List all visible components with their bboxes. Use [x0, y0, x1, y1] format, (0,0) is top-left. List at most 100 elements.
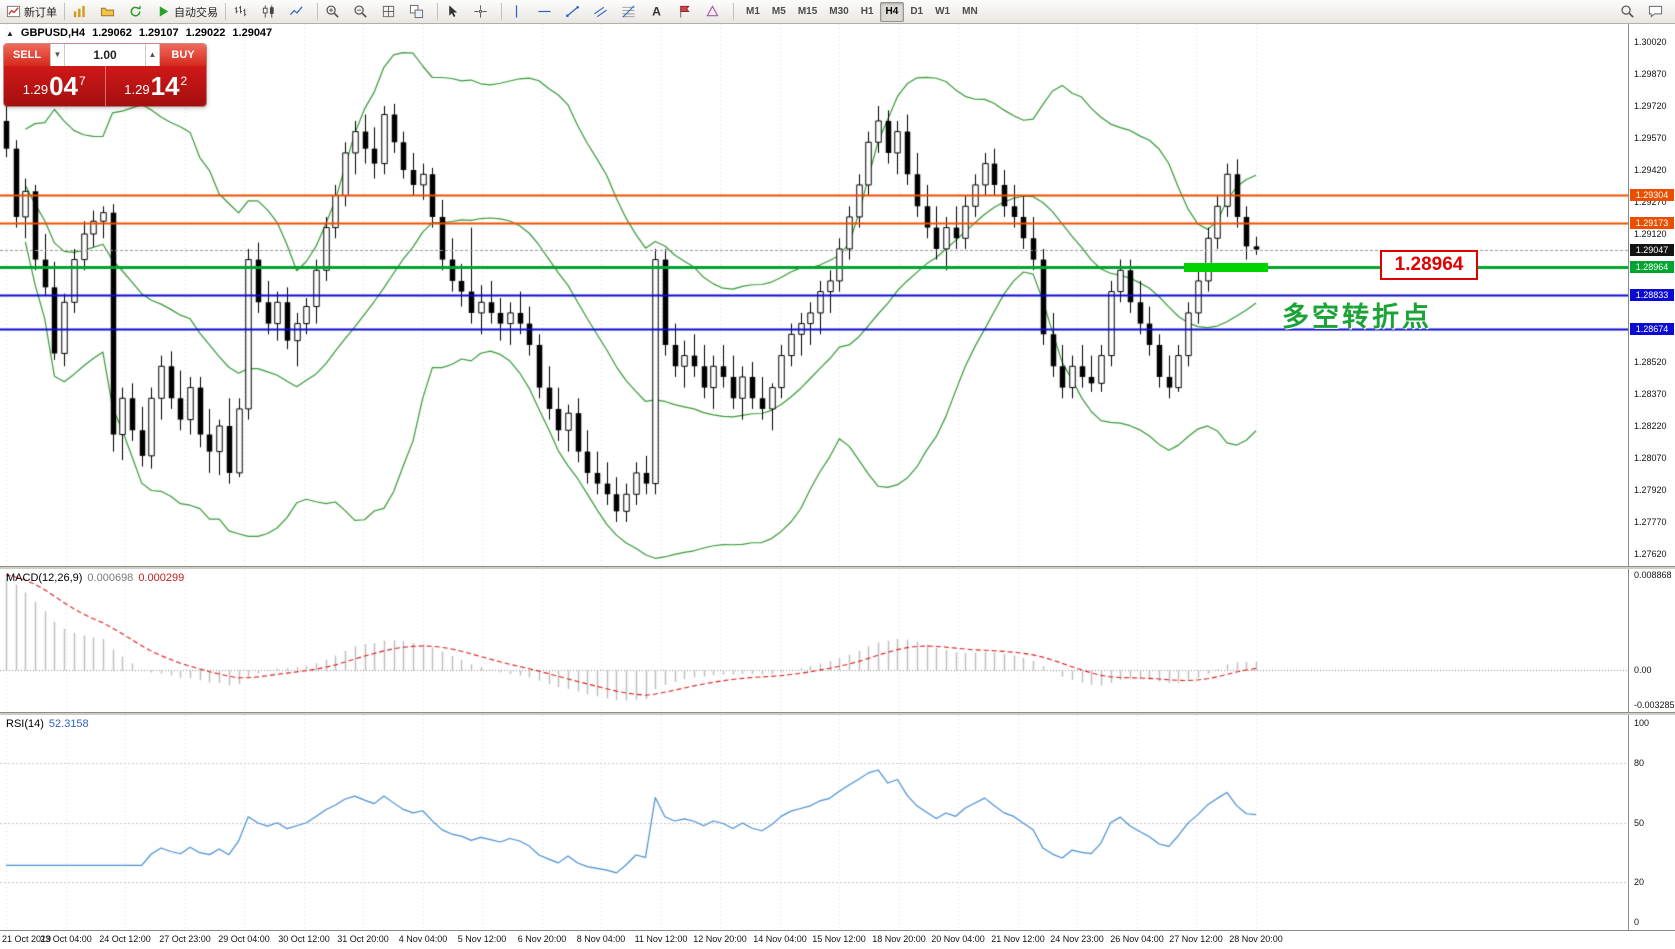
timeframe-m1-button[interactable]: M1 [746, 5, 760, 17]
macd-label: MACD(12,26,9) 0.000698 0.000299 [6, 572, 184, 584]
trendline-button[interactable] [562, 1, 589, 23]
label-button[interactable] [674, 1, 701, 23]
price-axis[interactable]: 1.30020 1.29870 1.29720 1.29570 1.29420 1.292… [1628, 24, 1675, 566]
channel-icon [593, 4, 608, 19]
highlight-segment[interactable] [1184, 263, 1268, 272]
ohlc-low: 1.29022 [185, 27, 226, 39]
chart-title: ▲ GBPUSD,H4 1.29062 1.29107 1.29022 1.29… [6, 27, 272, 39]
axis-scale-label: 1.28370 [1634, 389, 1667, 399]
timeframe-h1-button[interactable]: H1 [860, 5, 874, 17]
cursor-button[interactable] [442, 1, 469, 23]
new-chart-button[interactable] [69, 1, 96, 23]
buy-price[interactable]: 1.29 14 2 [106, 66, 207, 106]
volume-input[interactable] [65, 44, 145, 66]
time-axis-label: 28 Nov 20:00 [1229, 934, 1283, 944]
new-order-button[interactable]: 新订单 [3, 1, 60, 23]
text-button[interactable]: A [646, 1, 673, 23]
sell-button[interactable]: SELL [4, 44, 50, 66]
buy-price-point: 2 [180, 73, 188, 88]
buy-price-figure: 1.29 [124, 81, 150, 97]
toolbar-separator [317, 3, 318, 20]
axis-scale-label: 1.30020 [1634, 37, 1667, 47]
ohlc-high: 1.29107 [138, 27, 179, 39]
tile-icon [409, 4, 424, 19]
chart-candles-button[interactable] [258, 1, 285, 23]
grid-icon [381, 4, 396, 19]
line-chart-icon [289, 4, 304, 19]
timeframe-m5-button[interactable]: M5 [771, 5, 786, 17]
time-axis-label: 24 Oct 12:00 [99, 934, 151, 944]
one-click-collapse-icon[interactable]: ▲ [6, 28, 14, 38]
main-chart-canvas[interactable] [0, 24, 1629, 566]
refresh-button[interactable] [125, 1, 152, 23]
search-icon [1620, 4, 1635, 19]
volume-increase-button[interactable]: ▲ [145, 44, 160, 66]
time-axis-label: 12 Nov 20:00 [693, 934, 747, 944]
zoom-out-button[interactable] [350, 1, 377, 23]
tile-windows-button[interactable] [406, 1, 433, 23]
turning-point-annotation[interactable]: 多空转折点 [1282, 302, 1432, 332]
time-axis-label: 31 Oct 20:00 [337, 934, 389, 944]
ohlc-close: 1.29047 [232, 27, 273, 39]
sell-price-figure: 1.29 [22, 81, 49, 97]
panel-separator-main-macd[interactable] [0, 566, 1675, 569]
axis-scale-label: 1.29870 [1634, 69, 1667, 79]
timeframe-h4-button[interactable]: H4 [879, 1, 905, 22]
timeframe-m15-button[interactable]: M15 [797, 5, 818, 17]
horizontal-line-button[interactable] [534, 1, 561, 23]
zoom-in-button[interactable] [322, 1, 349, 23]
bars-icon [233, 4, 248, 19]
axis-scale-label: 1.27920 [1634, 485, 1667, 495]
shapes-icon [705, 4, 720, 19]
time-axis-label: 30 Oct 12:00 [278, 934, 330, 944]
rsi-axis[interactable]: 100 80 50 20 0 [1628, 715, 1675, 930]
fibonacci-button[interactable] [618, 1, 645, 23]
shapes-button[interactable] [702, 1, 729, 23]
channel-button[interactable] [590, 1, 617, 23]
grid-button[interactable] [378, 1, 405, 23]
profiles-button[interactable] [97, 1, 124, 23]
main-toolbar: 新订单 自动交易 A M1 M5 M15 M30 H1 H4 D1 W1 MN [0, 0, 1675, 24]
macd-name: MACD(12,26,9) [6, 572, 83, 584]
rsi-value: 52.3158 [48, 718, 89, 730]
autotrading-button[interactable]: 自动交易 [153, 1, 221, 23]
volume-decrease-button[interactable]: ▼ [50, 44, 65, 66]
cursor-icon [445, 4, 460, 19]
macd-canvas[interactable] [0, 569, 1629, 712]
search-button[interactable] [1617, 1, 1644, 23]
chart-bars-button[interactable] [230, 1, 257, 23]
timeframe-mn-button[interactable]: MN [962, 5, 978, 17]
sell-price[interactable]: 1.29 04 7 [4, 66, 106, 106]
hline-icon [537, 4, 552, 19]
chart-line-button[interactable] [286, 1, 313, 23]
axis-scale-label: 1.29420 [1634, 165, 1667, 175]
axis-scale-label: 1.29720 [1634, 101, 1667, 111]
macd-value-main: 0.000698 [87, 572, 134, 584]
timeframe-m30-button[interactable]: M30 [829, 5, 849, 17]
time-axis-label: 27 Oct 23:00 [159, 934, 211, 944]
rsi-canvas[interactable] [0, 715, 1629, 930]
profiles-icon [100, 4, 115, 19]
timeframe-d1-button[interactable]: D1 [910, 5, 924, 17]
new-order-label: 新订单 [24, 6, 57, 19]
panel-separator-macd-rsi[interactable] [0, 712, 1675, 715]
trendline-icon [565, 4, 580, 19]
axis-scale-label: 1.28070 [1634, 453, 1667, 463]
text-icon: A [649, 4, 664, 19]
play-icon [156, 4, 171, 19]
ohlc-open: 1.29062 [92, 27, 132, 39]
buy-button[interactable]: BUY [160, 44, 206, 66]
vertical-line-button[interactable] [506, 1, 533, 23]
crosshair-button[interactable] [470, 1, 497, 23]
time-axis[interactable]: 21 Oct 2019 23 Oct 04:00 24 Oct 12:00 27 Oc… [0, 930, 1675, 949]
time-axis-label: 6 Nov 20:00 [517, 934, 567, 944]
toolbar-separator [64, 3, 65, 20]
time-axis-label: 4 Nov 04:00 [398, 934, 448, 944]
price-callout-annotation[interactable]: 1.28964 [1380, 250, 1478, 280]
macd-axis[interactable]: 0.008868 0.00 -0.003285 [1628, 569, 1675, 712]
sell-price-pips: 04 [49, 71, 79, 101]
time-axis-label: 15 Nov 12:00 [812, 934, 866, 944]
timeframe-w1-button[interactable]: W1 [935, 5, 951, 17]
timeframe-group: M1 M5 M15 M30 H1 H4 D1 W1 MN [740, 1, 984, 22]
chat-button[interactable] [1645, 1, 1672, 23]
